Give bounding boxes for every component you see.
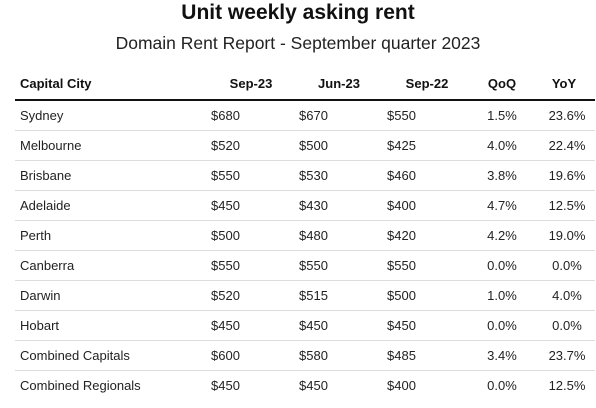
city-cell: Perth bbox=[15, 220, 207, 251]
jun-23-cell: $530 bbox=[295, 160, 383, 191]
city-cell: Canberra bbox=[15, 250, 207, 281]
sep-23-cell: $500 bbox=[207, 220, 295, 251]
table-row: Perth $500 $480 $420 4.2% 19.0% bbox=[15, 220, 595, 251]
qoq-cell: 4.7% bbox=[471, 190, 533, 221]
chart-subtitle: Domain Rent Report - September quarter 2… bbox=[115, 33, 481, 53]
column-header-sep-23: Sep-23 bbox=[207, 69, 295, 101]
jun-23-cell: $580 bbox=[295, 340, 383, 371]
jun-23-cell: $450 bbox=[295, 310, 383, 341]
qoq-cell: 4.2% bbox=[471, 220, 533, 251]
column-header-yoy: YoY bbox=[533, 69, 595, 101]
sep-22-cell: $550 bbox=[383, 100, 471, 131]
yoy-cell: 23.6% bbox=[533, 100, 595, 131]
table-row: Adelaide $450 $430 $400 4.7% 12.5% bbox=[15, 190, 595, 221]
sep-22-cell: $400 bbox=[387, 378, 416, 393]
jun-23-cell: $550 bbox=[295, 250, 383, 281]
qoq-cell: 0.0% bbox=[487, 378, 517, 393]
table-row: Combined Regionals $450 $450 $400 0.0% 1… bbox=[15, 371, 595, 401]
city-cell: Brisbane bbox=[15, 160, 207, 191]
qoq-cell: 1.0% bbox=[471, 280, 533, 311]
column-header-jun-23: Jun-23 bbox=[295, 69, 383, 101]
table-row: Brisbane $550 $530 $460 3.8% 19.6% bbox=[15, 160, 595, 191]
jun-23-cell: $670 bbox=[295, 100, 383, 131]
yoy-cell: 22.4% bbox=[533, 130, 595, 161]
column-header-sep-22: Sep-22 bbox=[383, 69, 471, 101]
table-row: Combined Capitals $600 $580 $485 3.4% 23… bbox=[15, 340, 595, 371]
yoy-cell: 12.5% bbox=[548, 378, 586, 393]
sep-23-cell: $520 bbox=[207, 280, 295, 311]
jun-23-cell: $500 bbox=[295, 130, 383, 161]
sep-23-cell: $450 bbox=[207, 310, 295, 341]
sep-23-cell: $550 bbox=[207, 250, 295, 281]
sep-22-cell: $450 bbox=[383, 310, 471, 341]
city-cell: Darwin bbox=[15, 280, 207, 311]
sep-23-cell: $450 bbox=[207, 190, 295, 221]
qoq-cell: 0.0% bbox=[471, 310, 533, 341]
rent-table: Capital City Sep-23 Jun-23 Sep-22 QoQ Yo… bbox=[15, 69, 595, 400]
city-cell: Sydney bbox=[15, 100, 207, 131]
sep-22-cell: $460 bbox=[383, 160, 471, 191]
column-header-capital-city: Capital City bbox=[15, 69, 207, 101]
column-header-qoq: QoQ bbox=[471, 69, 533, 101]
sep-23-cell: $450 bbox=[211, 378, 240, 393]
city-cell: Hobart bbox=[15, 310, 207, 341]
table-row: Sydney $680 $670 $550 1.5% 23.6% bbox=[15, 100, 595, 131]
qoq-cell: 3.8% bbox=[471, 160, 533, 191]
sep-23-cell: $600 bbox=[207, 340, 295, 371]
sep-23-cell: $680 bbox=[207, 100, 295, 131]
city-cell: Combined Regionals bbox=[20, 378, 141, 393]
chart-title: Unit weekly asking rent bbox=[181, 1, 415, 24]
yoy-cell: 4.0% bbox=[533, 280, 595, 311]
city-cell: Combined Capitals bbox=[15, 340, 207, 371]
jun-23-cell: $515 bbox=[295, 280, 383, 311]
qoq-cell: 3.4% bbox=[471, 340, 533, 371]
yoy-cell: 23.7% bbox=[533, 340, 595, 371]
sep-23-cell: $550 bbox=[207, 160, 295, 191]
sep-23-cell: $520 bbox=[207, 130, 295, 161]
yoy-cell: 0.0% bbox=[533, 250, 595, 281]
table-row: Melbourne $520 $500 $425 4.0% 22.4% bbox=[15, 130, 595, 161]
sep-22-cell: $400 bbox=[383, 190, 471, 221]
sep-22-cell: $485 bbox=[383, 340, 471, 371]
sep-22-cell: $425 bbox=[383, 130, 471, 161]
table-row: Darwin $520 $515 $500 1.0% 4.0% bbox=[15, 280, 595, 311]
table-header-row: Capital City Sep-23 Jun-23 Sep-22 QoQ Yo… bbox=[15, 69, 595, 101]
yoy-cell: 19.0% bbox=[533, 220, 595, 251]
sep-22-cell: $500 bbox=[383, 280, 471, 311]
yoy-cell: 12.5% bbox=[533, 190, 595, 221]
qoq-cell: 1.5% bbox=[471, 100, 533, 131]
city-cell: Adelaide bbox=[15, 190, 207, 221]
table-row: Hobart $450 $450 $450 0.0% 0.0% bbox=[15, 310, 595, 341]
jun-23-cell: $450 bbox=[299, 378, 328, 393]
city-cell: Melbourne bbox=[15, 130, 207, 161]
yoy-cell: 0.0% bbox=[533, 310, 595, 341]
jun-23-cell: $430 bbox=[295, 190, 383, 221]
qoq-cell: 0.0% bbox=[471, 250, 533, 281]
jun-23-cell: $480 bbox=[295, 220, 383, 251]
qoq-cell: 4.0% bbox=[471, 130, 533, 161]
sep-22-cell: $420 bbox=[383, 220, 471, 251]
sep-22-cell: $550 bbox=[383, 250, 471, 281]
table-row: Canberra $550 $550 $550 0.0% 0.0% bbox=[15, 250, 595, 281]
table-body: Sydney $680 $670 $550 1.5% 23.6% Melbour… bbox=[15, 100, 595, 400]
yoy-cell: 19.6% bbox=[533, 160, 595, 191]
